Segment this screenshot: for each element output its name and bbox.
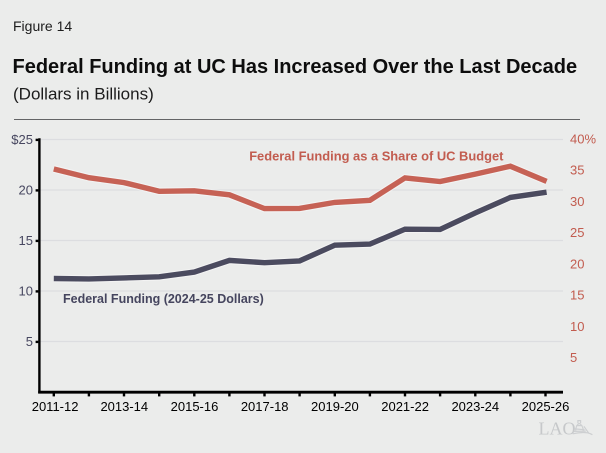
svg-text:Federal Funding as a Share of: Federal Funding as a Share of UC Budget (249, 148, 504, 163)
svg-text:25: 25 (570, 225, 584, 240)
svg-text:10: 10 (570, 319, 584, 334)
svg-text:Federal Funding at UC Has Incr: Federal Funding at UC Has Increased Over… (13, 56, 578, 78)
svg-text:15: 15 (570, 288, 584, 303)
svg-text:35: 35 (570, 163, 584, 178)
svg-text:2013-14: 2013-14 (100, 399, 148, 414)
svg-text:30: 30 (570, 194, 584, 209)
svg-text:2017-18: 2017-18 (241, 399, 289, 414)
svg-text:2019-20: 2019-20 (311, 399, 359, 414)
svg-text:2023-24: 2023-24 (451, 399, 499, 414)
svg-text:2025-26: 2025-26 (522, 399, 570, 414)
svg-text:Figure 14: Figure 14 (13, 18, 72, 34)
svg-text:20: 20 (570, 256, 584, 271)
svg-text:15: 15 (19, 233, 33, 248)
svg-text:2021-22: 2021-22 (381, 399, 429, 414)
svg-text:$25: $25 (11, 132, 33, 147)
svg-text:Federal Funding (2024-25 Dolla: Federal Funding (2024-25 Dollars) (63, 292, 264, 306)
svg-text:(Dollars in Billions): (Dollars in Billions) (13, 84, 154, 103)
svg-text:5: 5 (570, 350, 577, 365)
svg-text:2011-12: 2011-12 (32, 399, 79, 414)
svg-text:2015-16: 2015-16 (171, 399, 219, 414)
svg-text:20: 20 (19, 183, 33, 198)
svg-text:10: 10 (19, 284, 33, 299)
svg-text:LAO: LAO (539, 419, 576, 439)
svg-text:40%: 40% (570, 131, 596, 146)
svg-text:5: 5 (26, 334, 33, 349)
